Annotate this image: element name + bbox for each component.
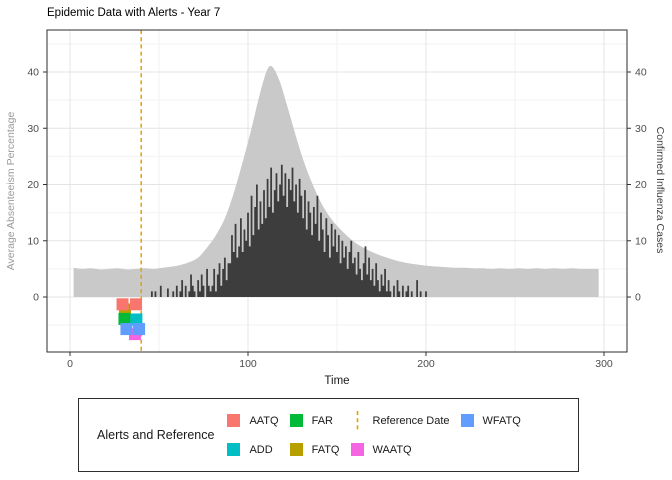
alert-markers bbox=[116, 298, 146, 341]
x-tick-label: 300 bbox=[595, 358, 613, 370]
axis-tick-marks bbox=[43, 71, 631, 356]
alert-marker-add bbox=[130, 313, 143, 326]
legend-item-label: WFATQ bbox=[482, 414, 521, 427]
legend-item-add: ADD bbox=[227, 440, 278, 460]
legend-item-label: ADD bbox=[249, 443, 273, 456]
legend-item-fatq: FATQ bbox=[289, 440, 340, 460]
y-left-tick-label: 30 bbox=[27, 123, 39, 135]
x-tick-label: 100 bbox=[239, 358, 257, 370]
plot-area: 0 10 20 30 40 0 10 20 30 40 0 100 200 300 Average Abs… bbox=[5, 29, 666, 387]
legend-key-square-icon bbox=[460, 414, 474, 427]
y-right-tick-label: 0 bbox=[635, 292, 641, 304]
alert-marker-aatq bbox=[130, 298, 143, 311]
legend-item-reference-date: Reference Date bbox=[351, 410, 450, 431]
alert-marker-far bbox=[118, 312, 131, 325]
left-axis-title: Average Absenteeism Percentage bbox=[5, 112, 17, 271]
panel-border bbox=[46, 29, 628, 353]
legend-key-square-icon bbox=[227, 414, 241, 427]
x-tick-label: 200 bbox=[417, 358, 435, 370]
legend-key-square-icon bbox=[350, 443, 364, 456]
right-axis-title: Confirmed Influenza Cases bbox=[654, 127, 666, 254]
alert-marker-wfatq bbox=[133, 323, 146, 336]
legend-item-waatq: WAATQ bbox=[350, 440, 450, 460]
plot-title: Epidemic Data with Alerts - Year 7 bbox=[47, 7, 221, 19]
x-tick-label: 0 bbox=[67, 358, 73, 370]
y-right-tick-label: 20 bbox=[635, 179, 647, 191]
legend-item-label: WAATQ bbox=[372, 443, 412, 456]
legend-items: AATQ ADD FAR FATQ Reference Date WAATQ WFATQ bbox=[227, 410, 521, 460]
y-right-tick-label: 40 bbox=[635, 67, 647, 79]
legend-item-label: Reference Date bbox=[372, 414, 450, 427]
legend-item-aatq: AATQ bbox=[227, 411, 279, 431]
legend-key-dashed-line-icon bbox=[356, 410, 358, 431]
legend-item-label: FAR bbox=[311, 414, 333, 427]
x-axis-title: Time bbox=[324, 375, 349, 387]
y-left-tick-label: 10 bbox=[27, 235, 39, 247]
legend-title: Alerts and Reference bbox=[97, 428, 215, 442]
influenza-bars-series bbox=[149, 164, 427, 297]
alert-marker-aatq bbox=[116, 298, 129, 311]
legend-key-square-icon bbox=[289, 414, 303, 427]
legend-item-wfatq: WFATQ bbox=[460, 411, 521, 431]
y-left-tick-label: 40 bbox=[27, 67, 39, 79]
y-left-tick-label: 0 bbox=[33, 292, 39, 304]
axis-tick-labels: 0 10 20 30 40 0 10 20 30 40 0 100 200 300 bbox=[27, 67, 647, 370]
legend-key-square-icon bbox=[227, 443, 241, 456]
gridlines-minor bbox=[47, 30, 627, 352]
legend-item-label: AATQ bbox=[249, 414, 279, 427]
y-right-tick-label: 10 bbox=[635, 235, 647, 247]
legend-item-label: FATQ bbox=[311, 443, 340, 456]
alert-marker-wfatq bbox=[120, 323, 133, 336]
y-left-tick-label: 20 bbox=[27, 179, 39, 191]
legend: Alerts and Reference AATQ ADD FAR FATQ Refer… bbox=[78, 398, 579, 472]
y-right-tick-label: 30 bbox=[635, 123, 647, 135]
legend-key-square-icon bbox=[289, 443, 303, 456]
legend-item-far: FAR bbox=[289, 411, 340, 431]
